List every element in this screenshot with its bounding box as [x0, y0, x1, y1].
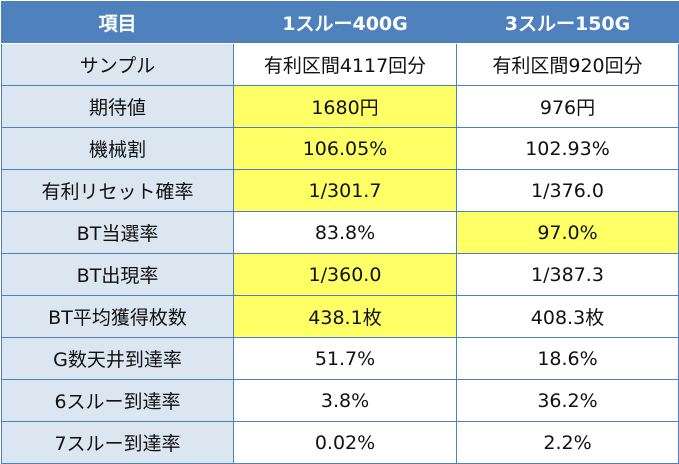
value-1: 1/301.7	[233, 169, 457, 212]
value-2: 408.3枚	[456, 295, 679, 338]
value-2: 18.6%	[456, 337, 679, 380]
row-label: BT当選率	[1, 211, 234, 254]
table-row: 6スルー到達率 3.8% 36.2%	[1, 379, 679, 422]
row-label: 有利リセット確率	[1, 169, 234, 212]
value-2: 2.2%	[456, 421, 679, 464]
value-2: 1/376.0	[456, 169, 679, 212]
table-row: 期待値 1680円 976円	[1, 85, 679, 128]
row-label: G数天井到達率	[1, 337, 234, 380]
row-label: 6スルー到達率	[1, 379, 234, 422]
header-3-through-150g: 3スルー150G	[456, 1, 679, 44]
value-2: 36.2%	[456, 379, 679, 422]
value-2: 102.93%	[456, 127, 679, 170]
value-2: 1/387.3	[456, 253, 679, 296]
table-row: 有利リセット確率 1/301.7 1/376.0	[1, 169, 679, 212]
header-row: 項目 1スルー400G 3スルー150G	[1, 1, 679, 44]
table-row: サンプル 有利区間4117回分 有利区間920回分	[1, 43, 679, 86]
value-2: 有利区間920回分	[456, 43, 679, 86]
value-1: 1680円	[233, 85, 457, 128]
value-1: 0.02%	[233, 421, 457, 464]
value-1: 1/360.0	[233, 253, 457, 296]
table-row: 機械割 106.05% 102.93%	[1, 127, 679, 170]
row-label: サンプル	[1, 43, 234, 86]
table-row: BT出現率 1/360.0 1/387.3	[1, 253, 679, 296]
table-row: BT平均獲得枚数 438.1枚 408.3枚	[1, 295, 679, 338]
value-1: 83.8%	[233, 211, 457, 254]
value-2: 97.0%	[456, 211, 679, 254]
table-row: 7スルー到達率 0.02% 2.2%	[1, 421, 679, 464]
row-label: 期待値	[1, 85, 234, 128]
header-1-through-400g: 1スルー400G	[233, 1, 457, 44]
value-1: 51.7%	[233, 337, 457, 380]
value-2: 976円	[456, 85, 679, 128]
value-1: 438.1枚	[233, 295, 457, 338]
row-label: BT出現率	[1, 253, 234, 296]
value-1: 3.8%	[233, 379, 457, 422]
row-label: 7スルー到達率	[1, 421, 234, 464]
header-item: 項目	[1, 1, 234, 44]
value-1: 106.05%	[233, 127, 457, 170]
table-row: G数天井到達率 51.7% 18.6%	[1, 337, 679, 380]
row-label: 機械割	[1, 127, 234, 170]
table-row: BT当選率 83.8% 97.0%	[1, 211, 679, 254]
value-1: 有利区間4117回分	[233, 43, 457, 86]
row-label: BT平均獲得枚数	[1, 295, 234, 338]
